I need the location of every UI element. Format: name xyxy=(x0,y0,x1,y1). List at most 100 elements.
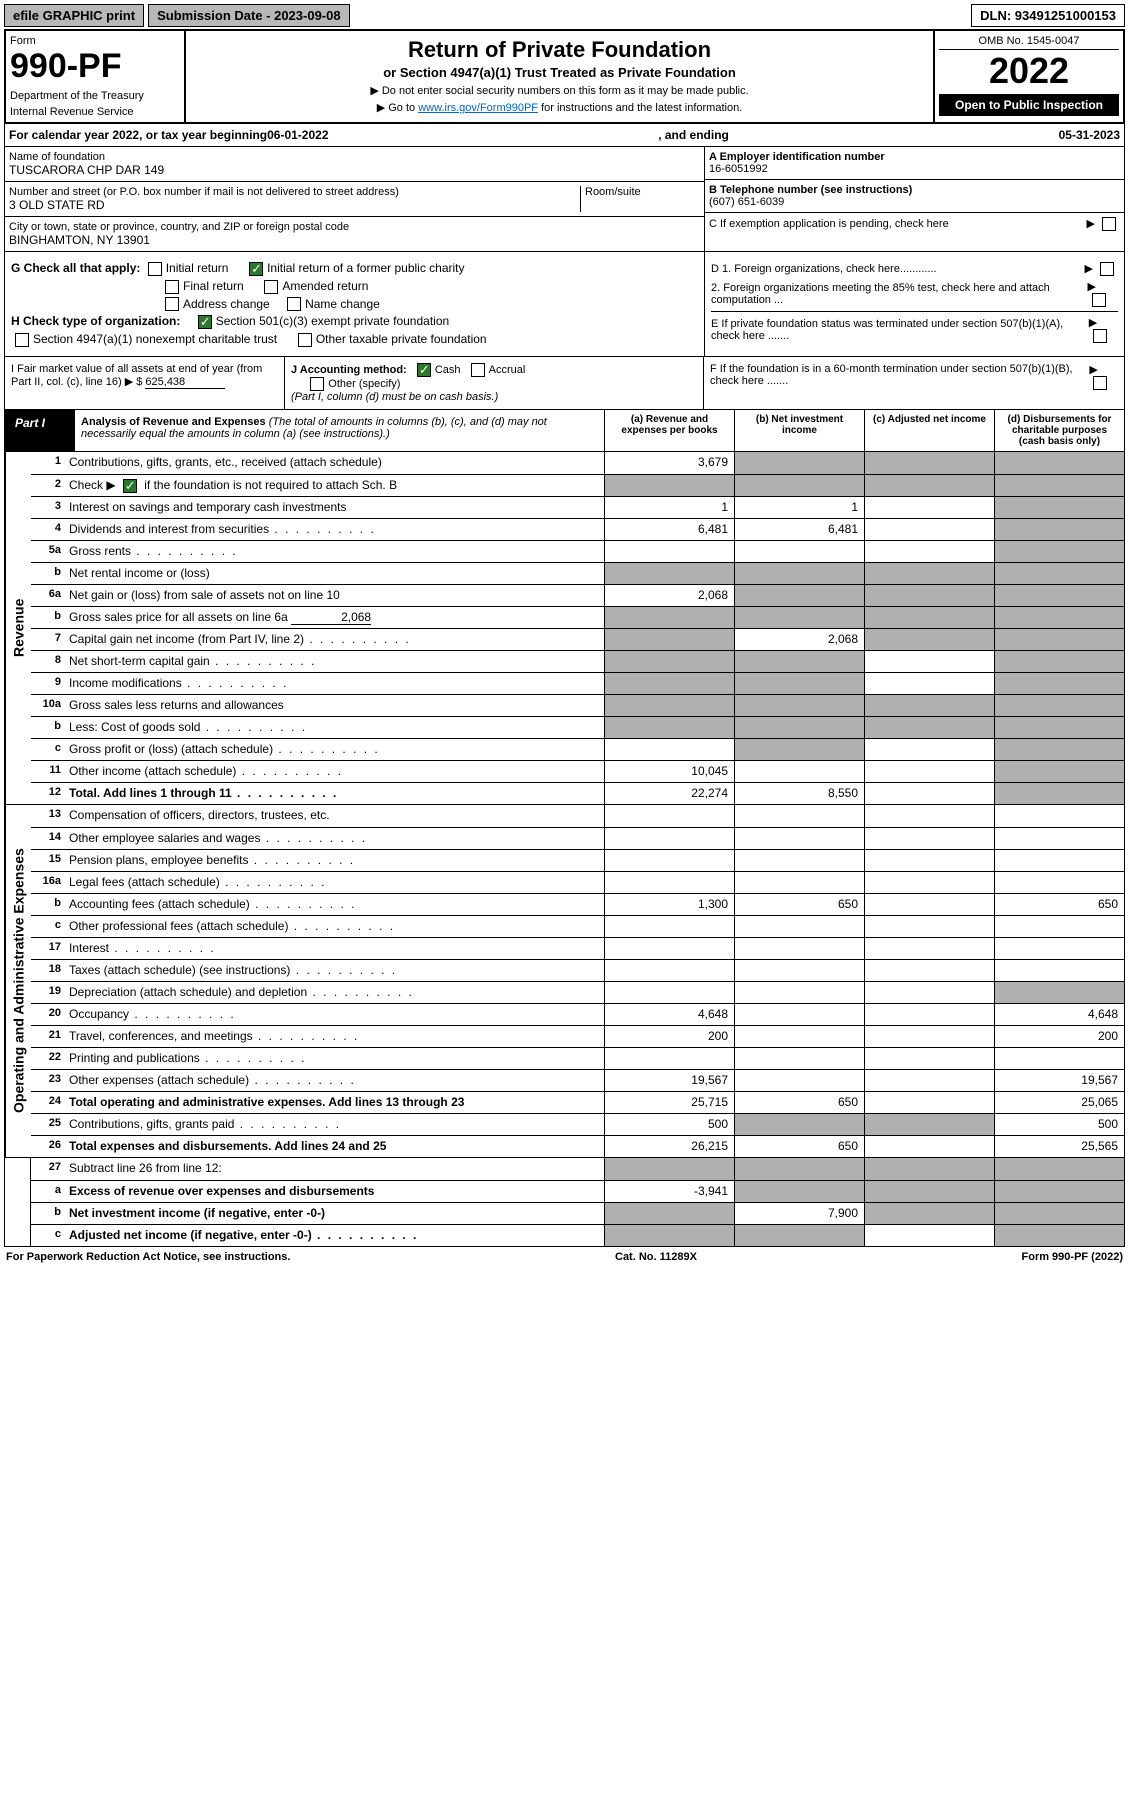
sec501-cb[interactable] xyxy=(198,315,212,329)
r12-a: 22,274 xyxy=(604,783,734,804)
room-label: Room/suite xyxy=(585,186,700,198)
r23-a: 19,567 xyxy=(604,1070,734,1091)
final-return: Final return xyxy=(183,279,244,293)
name-change-cb[interactable] xyxy=(287,297,301,311)
city-label: City or town, state or province, country… xyxy=(9,221,700,233)
calyear-prefix: For calendar year 2022, or tax year begi… xyxy=(9,128,267,142)
h-row: H Check type of organization: Section 50… xyxy=(11,314,698,329)
city-row: City or town, state or province, country… xyxy=(5,217,704,251)
row-9: Income modifications xyxy=(65,673,604,694)
phone-value: (607) 651-6039 xyxy=(709,196,1120,208)
phone-label: B Telephone number (see instructions) xyxy=(709,184,1120,196)
schb-cb[interactable] xyxy=(123,479,137,493)
d1-cb[interactable] xyxy=(1100,262,1114,276)
name-row: Name of foundation TUSCARORA CHP DAR 149 xyxy=(5,147,704,182)
c-checkbox[interactable] xyxy=(1102,217,1116,231)
r25-a: 500 xyxy=(604,1114,734,1135)
r4-b: 6,481 xyxy=(734,519,864,540)
row-12: Total. Add lines 1 through 11 xyxy=(65,783,604,804)
row-16a: Legal fees (attach schedule) xyxy=(65,872,604,893)
line27-grid: 27Subtract line 26 from line 12: aExcess… xyxy=(4,1158,1125,1247)
exemption-pending-row: C If exemption application is pending, c… xyxy=(705,213,1124,235)
row-2: Check ▶ if the foundation is not require… xyxy=(65,475,604,496)
foundation-name: TUSCARORA CHP DAR 149 xyxy=(9,163,700,177)
row-5a: Gross rents xyxy=(65,541,604,562)
other-taxable-cb[interactable] xyxy=(298,333,312,347)
sec4947-cb[interactable] xyxy=(15,333,29,347)
row-16b: Accounting fees (attach schedule) xyxy=(65,894,604,915)
ein-value: 16-6051992 xyxy=(709,163,1120,175)
row-14: Other employee salaries and wages xyxy=(65,828,604,849)
row-11: Other income (attach schedule) xyxy=(65,761,604,782)
d2-cb[interactable] xyxy=(1092,293,1106,307)
inst2-post: for instructions and the latest informat… xyxy=(538,102,742,114)
city-state-zip: BINGHAMTON, NY 13901 xyxy=(9,233,700,247)
g-row: G Check all that apply: Initial return I… xyxy=(11,261,698,276)
f-cb[interactable] xyxy=(1093,376,1107,390)
header-center: Return of Private Foundation or Section … xyxy=(186,31,933,122)
col-c-header: (c) Adjusted net income xyxy=(864,410,994,451)
open-public: Open to Public Inspection xyxy=(939,94,1119,116)
r6b-val: 2,068 xyxy=(291,610,371,625)
row-18: Taxes (attach schedule) (see instruction… xyxy=(65,960,604,981)
initial-return-cb[interactable] xyxy=(148,262,162,276)
expenses-side-label: Operating and Administrative Expenses xyxy=(5,805,31,1157)
row-24: Total operating and administrative expen… xyxy=(65,1092,604,1113)
amended-return-cb[interactable] xyxy=(264,280,278,294)
ij-section: I Fair market value of all assets at end… xyxy=(4,357,1125,410)
r3-a: 1 xyxy=(604,497,734,518)
accrual-cb[interactable] xyxy=(471,363,485,377)
row-22: Printing and publications xyxy=(65,1048,604,1069)
sec501: Section 501(c)(3) exempt private foundat… xyxy=(216,314,449,328)
r1-a: 3,679 xyxy=(604,452,734,474)
r7-b: 2,068 xyxy=(734,629,864,650)
accrual-label: Accrual xyxy=(489,364,526,376)
row-15: Pension plans, employee benefits xyxy=(65,850,604,871)
h-label: H Check type of organization: xyxy=(11,314,180,328)
r23-d: 19,567 xyxy=(994,1070,1124,1091)
calyear-end: 05-31-2023 xyxy=(1059,128,1120,142)
other-method-cb[interactable] xyxy=(310,377,324,391)
top-bar: efile GRAPHIC print Submission Date - 20… xyxy=(4,4,1125,27)
r21-a: 200 xyxy=(604,1026,734,1047)
form-number: 990-PF xyxy=(10,47,180,86)
phone-row: B Telephone number (see instructions) (6… xyxy=(705,180,1124,213)
other-taxable: Other taxable private foundation xyxy=(316,332,487,346)
row-13: Compensation of officers, directors, tru… xyxy=(65,805,604,827)
row-1: Contributions, gifts, grants, etc., rece… xyxy=(65,452,604,474)
r16b-a: 1,300 xyxy=(604,894,734,915)
r3-b: 1 xyxy=(734,497,864,518)
r20-a: 4,648 xyxy=(604,1004,734,1025)
c-label: C If exemption application is pending, c… xyxy=(709,218,949,230)
col-b-header: (b) Net investment income xyxy=(734,410,864,451)
instruction-2: ▶ Go to www.irs.gov/Form990PF for instru… xyxy=(192,101,927,114)
initial-former: Initial return of a former public charit… xyxy=(267,261,464,275)
tax-year: 2022 xyxy=(939,50,1119,92)
row-16c: Other professional fees (attach schedule… xyxy=(65,916,604,937)
r24-a: 25,715 xyxy=(604,1092,734,1113)
r26-d: 25,565 xyxy=(994,1136,1124,1157)
r16b-b: 650 xyxy=(734,894,864,915)
addr-change-cb[interactable] xyxy=(165,297,179,311)
inst2-pre: ▶ Go to xyxy=(377,102,418,114)
row-6b: Gross sales price for all assets on line… xyxy=(65,607,604,628)
efile-btn[interactable]: efile GRAPHIC print xyxy=(4,4,144,27)
r24-d: 25,065 xyxy=(994,1092,1124,1113)
omb-number: OMB No. 1545-0047 xyxy=(939,35,1119,50)
r6a-a: 2,068 xyxy=(604,585,734,606)
row-27b: Net investment income (if negative, ente… xyxy=(65,1203,604,1224)
final-return-cb[interactable] xyxy=(165,280,179,294)
form-link[interactable]: www.irs.gov/Form990PF xyxy=(418,102,538,114)
row-4: Dividends and interest from securities xyxy=(65,519,604,540)
page-footer: For Paperwork Reduction Act Notice, see … xyxy=(4,1247,1125,1267)
row-10c: Gross profit or (loss) (attach schedule) xyxy=(65,739,604,760)
form-ref: Form 990-PF (2022) xyxy=(1022,1251,1123,1263)
cash-cb[interactable] xyxy=(417,363,431,377)
initial-former-cb[interactable] xyxy=(249,262,263,276)
r27b-b: 7,900 xyxy=(734,1203,864,1224)
e-cb[interactable] xyxy=(1093,329,1107,343)
initial-return: Initial return xyxy=(166,261,229,275)
header-right: OMB No. 1545-0047 2022 Open to Public In… xyxy=(933,31,1123,122)
paperwork-notice: For Paperwork Reduction Act Notice, see … xyxy=(6,1251,290,1263)
addr-label: Number and street (or P.O. box number if… xyxy=(9,186,580,198)
